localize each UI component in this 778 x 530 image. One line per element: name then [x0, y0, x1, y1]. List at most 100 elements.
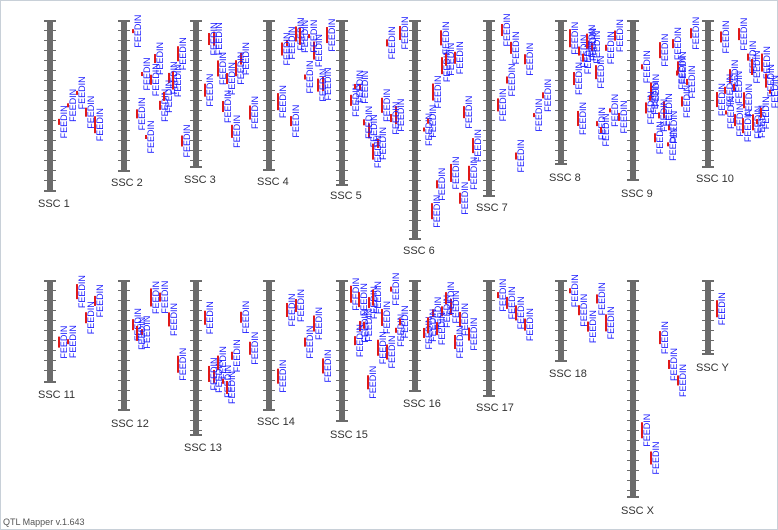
qtl-trait-label[interactable]: FEEDIN — [717, 292, 727, 325]
qtl-trait-label[interactable]: FEEDIN — [511, 31, 521, 64]
qtl-trait-label[interactable]: FEEDIN — [678, 364, 688, 397]
qtl-trait-label[interactable]: FEEDIN — [460, 182, 470, 215]
qtl-marker[interactable]: FEEDIN — [217, 346, 228, 379]
qtl-marker[interactable]: FEEDIN — [609, 94, 620, 127]
qtl-marker[interactable]: FEEDIN — [235, 52, 246, 85]
qtl-interval-bar[interactable] — [641, 64, 643, 70]
qtl-marker[interactable]: FEEDIN — [213, 22, 224, 55]
qtl-marker[interactable]: FEEDIN — [326, 19, 337, 52]
qtl-interval-bar[interactable] — [734, 114, 736, 127]
chromosome-bar[interactable] — [121, 280, 127, 411]
qtl-trait-label[interactable]: FEEDIN — [739, 18, 749, 51]
qtl-trait-label[interactable]: FEEDIN — [227, 371, 237, 404]
qtl-interval-bar[interactable] — [725, 110, 727, 115]
qtl-interval-bar[interactable] — [506, 296, 508, 309]
qtl-marker[interactable]: FEEDIN — [368, 114, 379, 147]
qtl-marker[interactable]: FEEDIN — [450, 156, 461, 189]
qtl-trait-label[interactable]: FEEDIN — [355, 324, 365, 357]
qtl-trait-label[interactable]: FEEDIN — [169, 303, 179, 336]
qtl-interval-bar[interactable] — [716, 92, 718, 108]
qtl-marker[interactable]: FEEDIN — [614, 19, 625, 52]
qtl-trait-label[interactable]: FEEDIN — [391, 102, 401, 135]
qtl-trait-label[interactable]: FEEDIN — [424, 113, 434, 146]
qtl-marker[interactable]: FEEDIN — [587, 310, 598, 343]
qtl-trait-label[interactable]: FEEDIN — [579, 35, 589, 68]
qtl-interval-bar[interactable] — [577, 110, 579, 126]
qtl-trait-label[interactable]: FEEDIN — [137, 97, 147, 130]
qtl-marker[interactable]: FEEDIN — [208, 357, 219, 390]
qtl-trait-label[interactable]: FEEDIN — [669, 348, 679, 381]
qtl-marker[interactable]: FEEDIN — [85, 301, 96, 334]
qtl-interval-bar[interactable] — [436, 180, 438, 189]
qtl-interval-bar[interactable] — [150, 74, 152, 85]
qtl-interval-bar[interactable] — [742, 118, 744, 134]
qtl-trait-label[interactable]: FEEDIN — [534, 99, 544, 132]
qtl-marker[interactable]: FEEDIN — [436, 312, 447, 345]
qtl-marker[interactable]: FEEDIN — [743, 84, 754, 117]
qtl-interval-bar[interactable] — [168, 312, 170, 327]
qtl-interval-bar[interactable] — [459, 311, 461, 327]
chromosome-bar[interactable] — [193, 280, 199, 436]
qtl-trait-label[interactable]: FEEDIN — [318, 69, 328, 102]
qtl-trait-label[interactable]: FEEDIN — [678, 51, 688, 84]
qtl-trait-label[interactable]: FEEDIN — [659, 99, 669, 132]
qtl-interval-bar[interactable] — [756, 119, 758, 125]
qtl-interval-bar[interactable] — [454, 51, 456, 64]
qtl-marker[interactable]: FEEDIN — [67, 89, 78, 122]
qtl-interval-bar[interactable] — [515, 305, 517, 321]
chromosome-bar[interactable] — [193, 20, 199, 168]
qtl-trait-label[interactable]: FEEDIN — [743, 109, 753, 142]
qtl-trait-label[interactable]: FEEDIN — [368, 366, 378, 399]
qtl-marker[interactable]: FEEDIN — [760, 96, 771, 129]
qtl-trait-label[interactable]: FEEDIN — [646, 91, 656, 124]
qtl-interval-bar[interactable] — [596, 121, 598, 127]
qtl-marker[interactable]: FEEDIN — [734, 104, 745, 137]
qtl-marker[interactable]: FEEDIN — [358, 283, 369, 316]
qtl-interval-bar[interactable] — [681, 96, 683, 107]
qtl-trait-label[interactable]: FEEDIN — [178, 348, 188, 381]
qtl-marker[interactable]: FEEDIN — [381, 301, 392, 334]
qtl-trait-label[interactable]: FEEDIN — [369, 114, 379, 147]
qtl-trait-label[interactable]: FEEDIN — [160, 281, 170, 314]
qtl-trait-label[interactable]: FEEDIN — [543, 79, 553, 112]
qtl-marker[interactable]: FEEDIN — [510, 31, 521, 64]
qtl-marker[interactable]: FEEDIN — [454, 41, 465, 74]
qtl-interval-bar[interactable] — [450, 163, 452, 182]
qtl-interval-bar[interactable] — [569, 29, 571, 48]
qtl-interval-bar[interactable] — [208, 33, 210, 46]
chromosome-ssc-4[interactable]: SSC 4FEEDINFEEDINFEEDINFEEDINFEEDINFEEDI… — [257, 17, 337, 188]
qtl-interval-bar[interactable] — [677, 375, 679, 386]
qtl-interval-bar[interactable] — [445, 52, 447, 66]
qtl-interval-bar[interactable] — [752, 114, 754, 131]
qtl-trait-label[interactable]: FEEDIN — [428, 309, 438, 342]
qtl-marker[interactable]: FEEDIN — [659, 34, 670, 67]
qtl-marker[interactable]: FEEDIN — [154, 42, 165, 75]
qtl-trait-label[interactable]: FEEDIN — [137, 317, 147, 350]
qtl-trait-label[interactable]: FEEDIN — [651, 441, 661, 474]
qtl-interval-bar[interactable] — [595, 65, 597, 80]
qtl-interval-bar[interactable] — [445, 292, 447, 305]
qtl-marker[interactable]: FEEDIN — [67, 325, 78, 358]
qtl-trait-label[interactable]: FEEDIN — [364, 309, 374, 342]
qtl-trait-label[interactable]: FEEDIN — [232, 339, 242, 372]
qtl-trait-label[interactable]: FEEDIN — [59, 326, 69, 359]
qtl-trait-label[interactable]: FEEDIN — [382, 89, 392, 122]
qtl-marker[interactable]: FEEDIN — [681, 85, 692, 118]
qtl-trait-label[interactable]: FEEDIN — [766, 64, 776, 97]
qtl-interval-bar[interactable] — [676, 70, 678, 76]
qtl-trait-label[interactable]: FEEDIN — [726, 96, 736, 129]
qtl-marker[interactable]: FEEDIN — [177, 37, 188, 70]
qtl-trait-label[interactable]: FEEDIN — [770, 75, 778, 108]
qtl-interval-bar[interactable] — [381, 308, 383, 326]
qtl-marker[interactable]: FEEDIN — [663, 93, 674, 126]
qtl-interval-bar[interactable] — [304, 74, 306, 80]
qtl-interval-bar[interactable] — [240, 311, 242, 323]
qtl-trait-label[interactable]: FEEDIN — [498, 279, 508, 312]
qtl-interval-bar[interactable] — [427, 317, 429, 334]
qtl-trait-label[interactable]: FEEDIN — [95, 284, 105, 317]
qtl-marker[interactable]: FEEDIN — [395, 99, 406, 132]
qtl-trait-label[interactable]: FEEDIN — [323, 349, 333, 382]
